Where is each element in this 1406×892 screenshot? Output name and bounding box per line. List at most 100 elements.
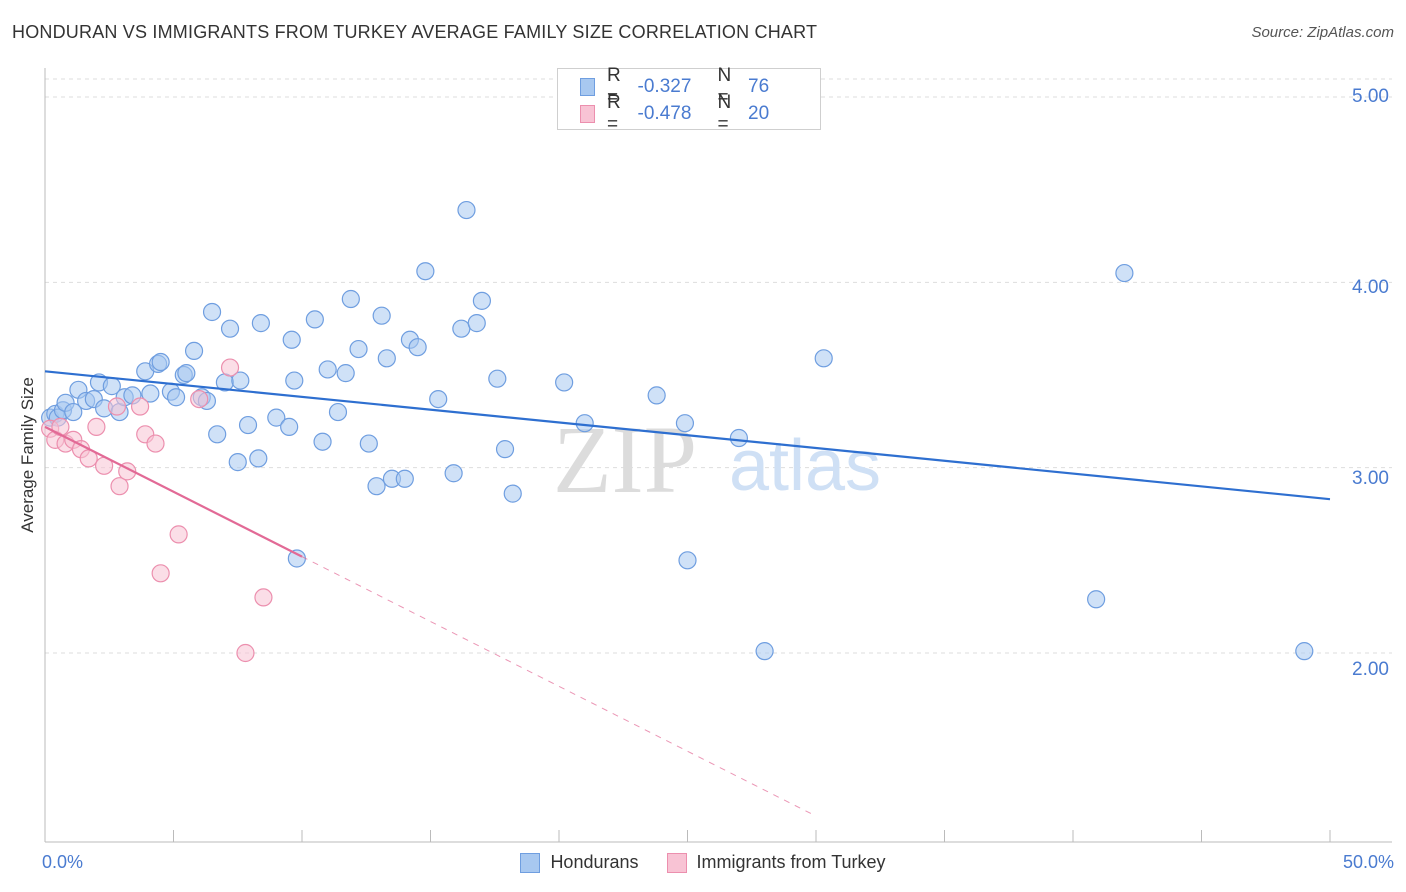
n-value: 76 [748,76,770,97]
data-point [280,417,299,436]
watermark-atlas: atlas [729,426,881,506]
data-point [110,477,129,496]
data-point [729,428,749,448]
data-point [220,319,240,338]
x-tick-label-min: 0.0% [42,852,84,872]
data-point [151,352,170,372]
data-point [755,642,774,661]
data-point [395,469,414,488]
data-point [359,434,378,453]
axes [44,68,1392,843]
r-label: R = [607,65,621,108]
data-point [1087,590,1106,609]
data-point [349,339,368,359]
data-point [267,408,286,427]
data-point [444,464,463,483]
data-point [236,643,255,663]
data-point [372,306,391,325]
data-point [177,364,196,383]
data-point [318,360,337,379]
legend-swatch [666,852,687,873]
data-point [814,349,833,368]
trend-line-turkey [44,425,303,558]
data-point [495,440,515,459]
trend-line-extension [301,556,817,817]
legend-label: Immigrants from Turkey [696,852,886,872]
legend-swatch [520,852,541,873]
data-point [228,453,247,472]
data-point [429,389,448,409]
data-point [64,402,83,422]
data-point [678,551,697,570]
data-point [452,319,471,338]
n-label: N = [717,65,732,108]
data-point [647,386,666,405]
data-point [166,388,186,407]
n-value: 20 [748,103,770,124]
data-point [675,414,695,433]
chart-title: HONDURAN VS IMMIGRANTS FROM TURKEY AVERA… [12,22,818,42]
data-point [208,425,227,444]
source-label: Source: ZipAtlas.com [1251,24,1394,41]
data-point [1295,642,1314,661]
data-point [184,341,204,361]
data-point [555,373,574,392]
data-point [467,314,486,333]
data-point [238,415,258,435]
data-point [220,358,240,377]
data-point [408,338,427,357]
watermark-zip: ZIP [553,406,697,513]
data-point [472,291,491,310]
data-point [285,371,304,390]
r-value: -0.478 [637,103,692,124]
legend-row-hondurans: R = -0.327 N = 76 [580,65,820,108]
r-value: -0.327 [637,76,692,97]
n-label: N = [717,92,732,135]
data-point [141,384,160,403]
correlation-legend: R = -0.327 N = 76 R = -0.478 N = 20 [557,65,821,135]
data-point [367,477,386,496]
data-point [254,588,273,607]
trend-lines [44,370,1331,817]
trend-line-hondurans [44,370,1331,501]
data-point [1115,263,1134,283]
data-point [336,364,355,383]
y-tick-label-4: 4.00 [1352,277,1389,298]
series-legend: Hondurans Immigrants from Turkey [0,852,1406,873]
data-point [377,349,396,368]
r-label: R = [607,92,621,135]
data-point [282,330,301,349]
data-point [151,564,170,583]
legend-item-turkey[interactable]: Immigrants from Turkey [666,852,886,873]
gridlines [45,78,1392,654]
legend-item-hondurans[interactable]: Hondurans [520,852,639,873]
data-point [575,414,594,433]
data-point [313,432,332,451]
data-point [190,389,209,409]
data-point [169,525,188,544]
legend-swatch-turkey [580,105,596,123]
data-point [130,397,150,416]
data-point [287,549,306,568]
data-point [328,402,348,422]
data-point [146,434,165,453]
x-tick-label-max: 50.0% [1342,852,1394,872]
data-point [249,449,268,468]
legend-row-turkey: R = -0.478 N = 20 [580,92,820,135]
y-tick-label-2: 2.00 [1352,659,1389,680]
data-point [87,417,106,436]
data-point [488,369,507,388]
data-point [503,484,522,503]
data-point [107,397,127,416]
data-point [305,310,324,329]
data-point [416,262,435,281]
data-point [231,371,250,390]
series-immigrants-from-turkey [41,358,273,663]
y-tick-label-5: 5.00 [1352,86,1389,107]
y-tick-label-3: 3.00 [1352,468,1389,489]
data-point [341,289,360,309]
data-point [202,302,222,322]
legend-label: Hondurans [550,852,639,872]
watermark: ZIP atlas [553,406,881,513]
